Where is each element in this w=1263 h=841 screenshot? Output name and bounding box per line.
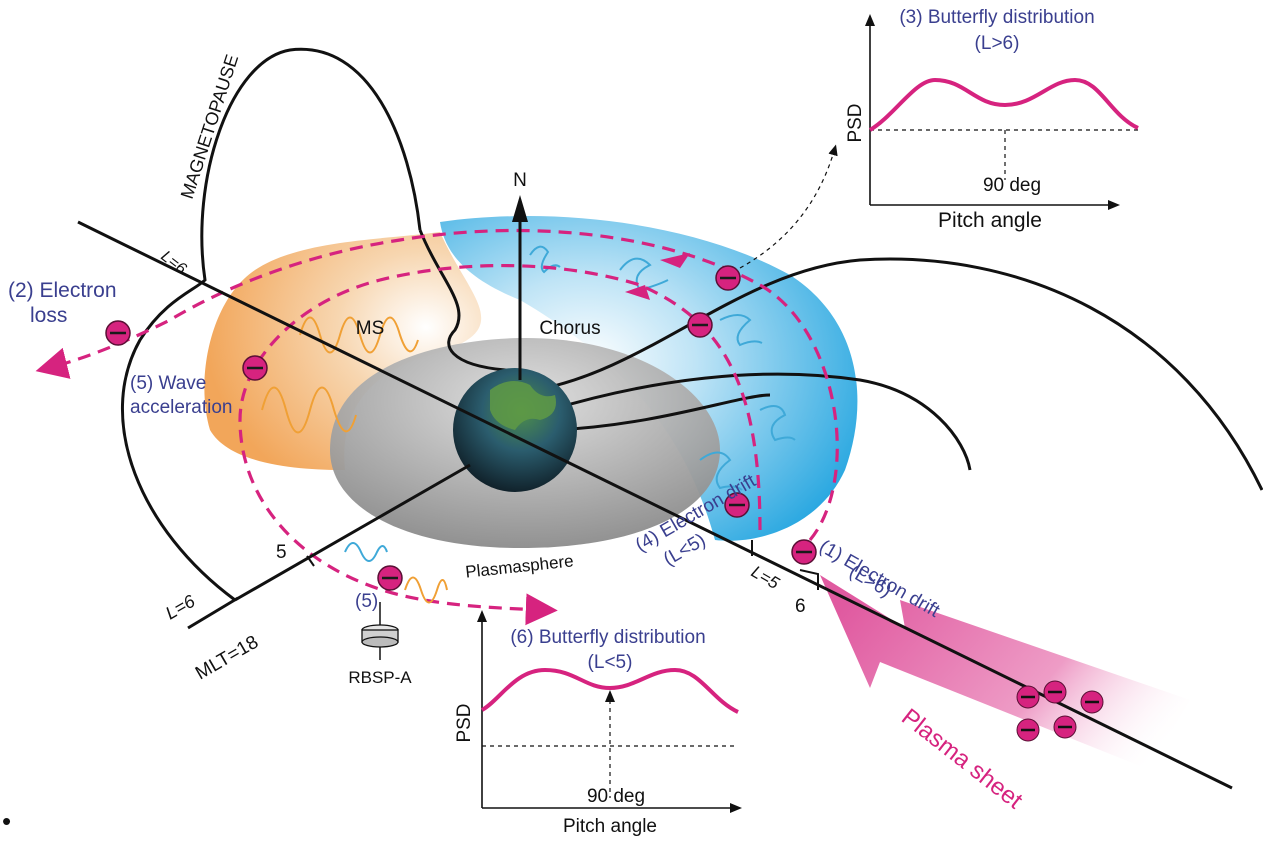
- electron-loss-label-2: loss: [30, 304, 67, 327]
- chorus-wave-2: [619, 257, 669, 292]
- tick5-label: 5: [276, 542, 287, 563]
- psd-curve-top: [868, 77, 1139, 132]
- electron: [377, 565, 403, 591]
- rbsp-a-spacecraft: [361, 602, 399, 660]
- inset-top-xlabel: Pitch angle: [938, 209, 1042, 232]
- inset-top-tick: 90 deg: [983, 175, 1041, 196]
- dusk-axis: [234, 463, 471, 602]
- ms-label: MS: [356, 318, 385, 339]
- mlt-label: MLT=18: [192, 632, 262, 685]
- five-tag-label: (5): [355, 591, 378, 612]
- north-arrow-head: [512, 195, 528, 222]
- inset-top-ylabel: PSD: [845, 103, 866, 142]
- chorus-wave-5: [699, 451, 743, 491]
- chorus-label: Chorus: [539, 318, 600, 339]
- ms-wave-upper: [299, 316, 419, 354]
- orbit-arrow-outer: [660, 253, 690, 268]
- inner-drift-orbit: [238, 263, 762, 626]
- inset-bottom-ylabel: PSD: [454, 703, 475, 742]
- chorus-wave-3: [719, 314, 763, 347]
- field-line-right-2: [549, 372, 972, 471]
- plasmasphere-label: Plasmasphere: [464, 551, 574, 581]
- to-inset-arrow: [739, 144, 838, 269]
- inset-bottom-title-1: (6) Butterfly distribution: [510, 627, 705, 648]
- tick6-label: 6: [795, 596, 806, 617]
- bullet: •: [2, 806, 11, 836]
- inset-top-title-2: (L>6): [975, 33, 1020, 54]
- electron: [1016, 685, 1040, 709]
- psd-curve-bottom: [480, 667, 739, 714]
- inset-bottom-xlabel: Pitch angle: [563, 816, 657, 837]
- rbsp-label: RBSP-A: [348, 668, 412, 687]
- wave-accel-label-2: acceleration: [130, 397, 232, 418]
- north-label: N: [513, 170, 527, 191]
- outer-drift-orbit: [35, 228, 839, 542]
- tick-5: [306, 555, 315, 567]
- rbsp-wave-blue: [344, 542, 388, 562]
- noon-midnight-axis: [77, 220, 1233, 790]
- orbit-arrow-inner: [625, 285, 650, 300]
- dusk-axis-ext: [187, 596, 239, 630]
- magnetopause-line: [120, 47, 422, 602]
- inset-bottom-tick: 90 deg: [587, 786, 645, 807]
- electron: [1053, 715, 1077, 739]
- electron: [242, 355, 268, 381]
- electron: [105, 320, 131, 346]
- electron: [791, 539, 817, 565]
- electron: [1016, 718, 1040, 742]
- rbsp-wave-orange: [404, 576, 448, 604]
- earth-land: [490, 381, 556, 430]
- electron: [724, 492, 750, 518]
- l6-bottom-label: L=6: [162, 590, 199, 623]
- inset-top-title-1: (3) Butterfly distribution: [899, 7, 1094, 28]
- chorus-wave-4: [759, 405, 796, 442]
- tick-6: [799, 569, 819, 590]
- magnetopause-label: MAGNETOPAUSE: [177, 52, 242, 201]
- electron: [1080, 690, 1104, 714]
- electron: [687, 312, 713, 338]
- electron: [1043, 680, 1067, 704]
- inset-bottom: [477, 610, 742, 813]
- electron-loss-label-1: (2) Electron: [8, 279, 117, 302]
- plasma-sheet-label: Plasma sheet: [896, 703, 1027, 814]
- inset-bottom-title-2: (L<5): [588, 652, 633, 673]
- field-line-right-1: [534, 257, 1263, 491]
- chorus-wave-1: [529, 245, 561, 274]
- inset-top: [865, 14, 1140, 210]
- electron: [715, 265, 741, 291]
- ms-wave-lower: [261, 386, 357, 434]
- field-line-right-3: [554, 393, 771, 432]
- wave-accel-label-1: (5) Wave: [130, 373, 206, 394]
